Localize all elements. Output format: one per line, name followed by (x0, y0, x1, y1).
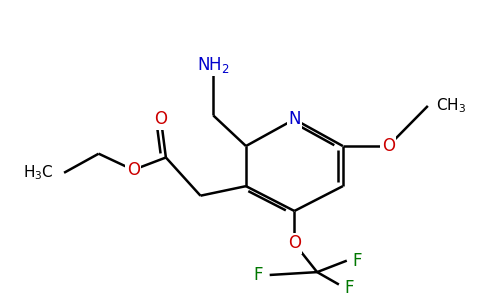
Text: CH$_3$: CH$_3$ (437, 97, 467, 115)
Text: O: O (127, 161, 140, 179)
Text: F: F (345, 279, 354, 297)
Text: F: F (253, 266, 262, 284)
Text: H$_3$C: H$_3$C (23, 164, 54, 182)
Text: F: F (352, 252, 362, 270)
Text: NH$_2$: NH$_2$ (197, 55, 230, 75)
Text: O: O (154, 110, 167, 128)
Text: O: O (382, 137, 395, 155)
Text: N: N (288, 110, 301, 128)
Text: O: O (288, 235, 301, 253)
